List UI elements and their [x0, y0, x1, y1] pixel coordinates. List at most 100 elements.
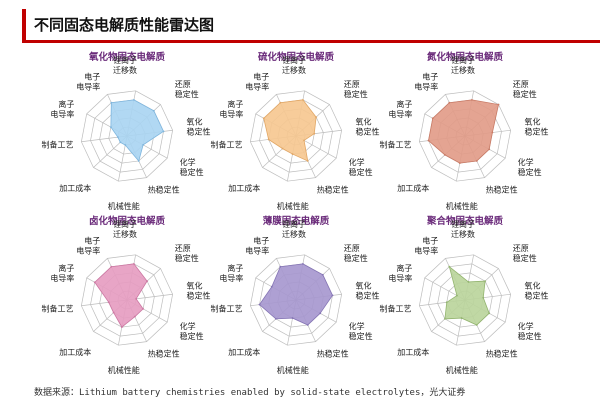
- axis-label: 热稳定性: [486, 184, 518, 194]
- axis-label: 化学稳定性: [180, 321, 204, 341]
- axis-label: 化学稳定性: [180, 157, 204, 177]
- data-point: [443, 317, 446, 320]
- data-point: [458, 162, 461, 165]
- data-point: [274, 317, 277, 320]
- data-point: [488, 148, 491, 151]
- axis-label: 锂离子迁移数: [113, 219, 137, 239]
- data-point: [112, 311, 115, 314]
- axis-label: 离子电导率: [388, 99, 412, 119]
- data-point: [146, 280, 149, 283]
- chart-title: 卤化物固态电解质: [89, 215, 166, 227]
- axis-label: 制备工艺: [210, 303, 242, 313]
- data-point: [306, 324, 309, 326]
- axis-label: 加工成本: [397, 183, 429, 193]
- data-point: [133, 315, 136, 318]
- axis-label: 制备工艺: [41, 303, 73, 313]
- data-point: [319, 312, 322, 315]
- data-point: [456, 294, 458, 297]
- data-point: [120, 326, 123, 329]
- axis-label: 化学稳定性: [518, 157, 542, 177]
- axis-label: 加工成本: [59, 183, 91, 193]
- axis-label: 制备工艺: [379, 303, 411, 313]
- axis-label: 加工成本: [397, 347, 429, 357]
- axis-label: 锂离子迁移数: [282, 55, 306, 75]
- axis-label: 电子电导率: [414, 236, 438, 256]
- data-point: [301, 262, 304, 265]
- axis-label: 机械性能: [277, 201, 309, 211]
- axis-label: 氧化稳定性: [187, 117, 211, 137]
- data-point: [258, 303, 261, 306]
- data-point: [488, 312, 491, 315]
- data-point: [460, 317, 463, 319]
- axis-label: 热稳定性: [486, 348, 518, 358]
- axis-label: 机械性能: [108, 201, 140, 211]
- data-point: [270, 285, 273, 288]
- axis-label: 加工成本: [228, 183, 260, 193]
- data-point: [484, 280, 487, 283]
- data-point: [142, 307, 145, 310]
- data-point: [315, 116, 318, 119]
- data-point: [303, 139, 305, 142]
- data-point: [313, 132, 316, 135]
- axis-label: 离子电导率: [50, 99, 74, 119]
- data-point: [137, 160, 140, 162]
- data-point: [162, 130, 165, 133]
- data-point: [445, 301, 448, 304]
- data-point: [152, 109, 155, 112]
- source-note: 数据来源：Lithium battery chemistries enabled…: [34, 388, 466, 398]
- data-point: [281, 147, 284, 150]
- axis-label: 氧化稳定性: [356, 117, 380, 137]
- data-point: [475, 160, 478, 162]
- axis-label: 氧化稳定性: [525, 117, 549, 137]
- data-point: [301, 98, 304, 101]
- axis-label: 加工成本: [59, 347, 91, 357]
- data-point: [135, 297, 138, 300]
- chart-title: 氧化物固态电解质: [88, 51, 166, 63]
- axis-label: 锂离子迁移数: [451, 55, 475, 75]
- axis-label: 机械性能: [108, 365, 140, 375]
- data-point: [132, 262, 135, 265]
- axis-label: 锂离子迁移数: [282, 219, 306, 239]
- axis-label: 电子电导率: [414, 72, 438, 92]
- axis-label: 加工成本: [228, 347, 260, 357]
- axis-label: 氧化稳定性: [525, 281, 549, 301]
- data-point: [110, 265, 113, 268]
- axis-label: 锂离子迁移数: [451, 219, 475, 239]
- title-accent-bar: [22, 9, 26, 40]
- data-point: [262, 117, 265, 120]
- axis-label: 电子电导率: [245, 72, 269, 92]
- axis-label: 电子电导率: [76, 72, 100, 92]
- data-point: [119, 141, 122, 144]
- data-point: [467, 281, 470, 283]
- axis-label: 离子电导率: [219, 99, 243, 119]
- data-point: [109, 126, 112, 129]
- axis-label: 机械性能: [277, 365, 309, 375]
- axis-label: 电子电导率: [245, 236, 269, 256]
- axis-label: 离子电导率: [50, 263, 74, 283]
- data-point: [497, 103, 500, 106]
- axis-label: 锂离子迁移数: [113, 55, 137, 75]
- data-point: [107, 301, 110, 304]
- axis-label: 热稳定性: [148, 184, 180, 194]
- series-area: [428, 99, 500, 164]
- series-area: [258, 263, 333, 326]
- axis-label: 机械性能: [446, 201, 478, 211]
- axis-label: 还原稳定性: [344, 79, 368, 99]
- data-point: [475, 324, 478, 326]
- data-point: [306, 160, 309, 162]
- data-point: [491, 131, 494, 134]
- data-point: [321, 273, 324, 276]
- data-point: [482, 296, 485, 299]
- axis-label: 热稳定性: [317, 348, 349, 358]
- title-rule: [22, 40, 600, 43]
- series-area: [263, 99, 317, 162]
- chart-title: 聚合物固态电解质: [426, 215, 504, 227]
- data-point: [279, 265, 282, 268]
- data-point: [132, 98, 135, 101]
- axis-label: 还原稳定性: [513, 243, 537, 263]
- data-point: [116, 136, 119, 139]
